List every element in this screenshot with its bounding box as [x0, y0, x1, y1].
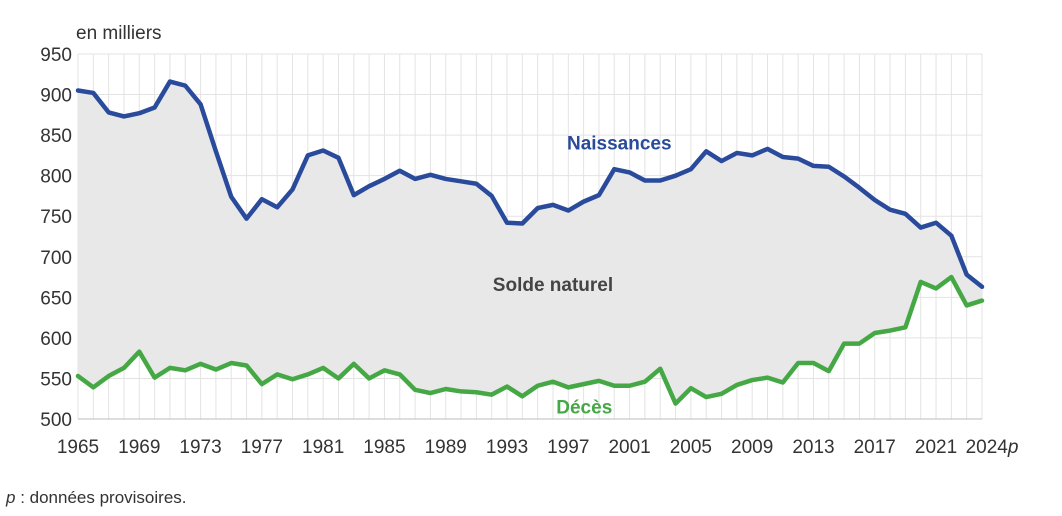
y-tick-label: 500: [40, 410, 72, 431]
x-tick-label: 2009: [731, 437, 773, 458]
unit-label: en milliers: [76, 23, 162, 44]
x-tick-label: 1985: [363, 437, 405, 458]
x-tick-label: 2001: [608, 437, 650, 458]
x-tick-label: 2021: [915, 437, 957, 458]
y-tick-label: 750: [40, 207, 72, 228]
x-tick-label: 2017: [854, 437, 896, 458]
series-label-births: Naissances: [567, 134, 672, 155]
x-tick-label: 2013: [792, 437, 834, 458]
series-line-deaths: [75, 274, 985, 406]
x-tick-label: 1973: [179, 437, 221, 458]
area-label-natural-balance: Solde naturel: [493, 275, 613, 296]
y-tick-label: 550: [40, 369, 72, 390]
y-tick-label: 850: [40, 126, 72, 147]
x-tick-label: 1997: [547, 437, 589, 458]
x-tick-label: 1981: [302, 437, 344, 458]
x-tick-label: 1993: [486, 437, 528, 458]
x-tick-label: 1969: [118, 437, 160, 458]
x-tick-label: 1977: [241, 437, 283, 458]
footnote-text: : données provisoires.: [15, 488, 187, 507]
y-tick-label: 800: [40, 167, 72, 188]
x-tick-label: 2005: [670, 437, 712, 458]
y-tick-label: 700: [40, 248, 72, 269]
x-tick-label: 2024p: [966, 437, 1019, 458]
x-tick-provisional-marker: p: [1007, 437, 1019, 458]
natural-balance-area: [78, 81, 982, 404]
y-tick-label: 950: [40, 45, 72, 66]
series-line-births: [75, 79, 985, 290]
series-lines: [75, 79, 985, 406]
y-tick-label: 600: [40, 329, 72, 350]
y-tick-label: 650: [40, 288, 72, 309]
series-label-deaths: Décès: [556, 397, 612, 418]
footnote-symbol: p: [6, 488, 16, 507]
x-tick-label: 1965: [57, 437, 99, 458]
y-axis-ticks: 500 550 600 650 700 750 800 850 900 950: [40, 45, 72, 431]
x-tick-label: 1989: [425, 437, 467, 458]
x-axis-ticks: 1965 1969 1973 1977 1981 1985 1989 1993 1997 2001…: [57, 437, 1019, 458]
y-tick-label: 900: [40, 86, 72, 107]
footnote: p : données provisoires.: [6, 488, 187, 508]
